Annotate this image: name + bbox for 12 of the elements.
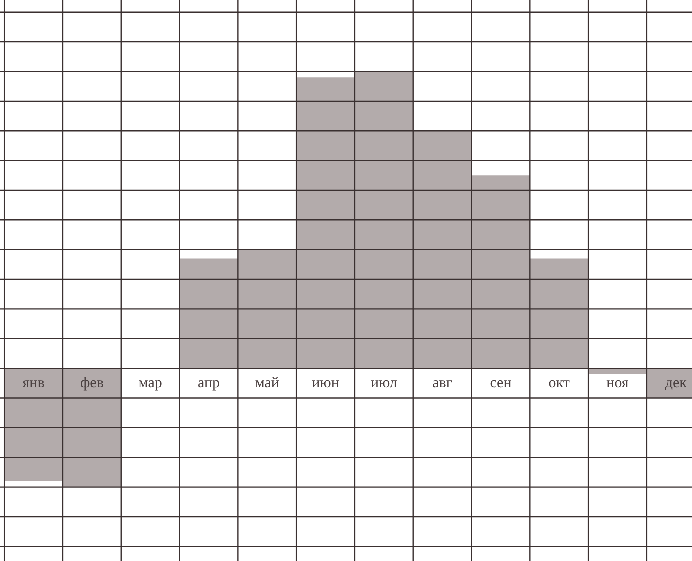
x-tick-label: ноя	[606, 375, 629, 392]
x-tick-label: авг	[432, 375, 453, 392]
x-tick-label: апр	[198, 375, 220, 392]
x-tick-label: янв	[22, 375, 45, 392]
x-tick-label: июн	[312, 375, 340, 392]
x-tick-label: окт	[548, 375, 570, 392]
x-tick-label: фев	[80, 375, 104, 392]
x-tick-label: дек	[665, 375, 688, 392]
x-tick-label: мар	[138, 375, 162, 392]
x-tick-label: сен	[490, 375, 512, 392]
x-tick-label: май	[255, 375, 280, 392]
x-tick-label: июл	[370, 375, 398, 392]
